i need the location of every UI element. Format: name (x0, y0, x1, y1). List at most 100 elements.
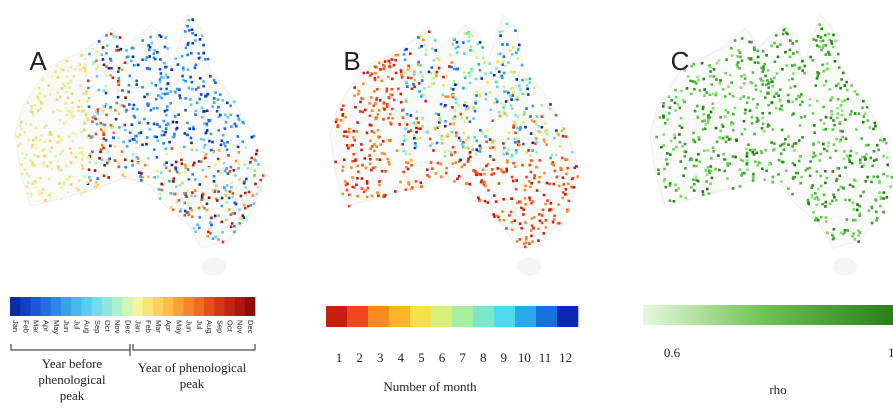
pixel (230, 225, 233, 228)
pixel (225, 218, 228, 221)
pixel (827, 51, 830, 54)
pixel (511, 107, 514, 110)
pixel (401, 109, 404, 112)
pixel (509, 95, 512, 98)
pixel (247, 167, 250, 170)
pixel (750, 57, 753, 60)
pixel (215, 185, 218, 188)
pixel (829, 156, 832, 159)
pixel (410, 188, 413, 191)
pixel (817, 219, 820, 222)
pixel (407, 130, 410, 133)
pixel (217, 170, 220, 173)
pixel (756, 120, 759, 123)
pixel (435, 49, 438, 52)
pixel (718, 169, 721, 172)
pixel (709, 66, 712, 69)
pixel (362, 97, 365, 100)
pixel (779, 99, 782, 102)
pixel (257, 163, 260, 166)
pixel (221, 139, 224, 142)
pixel (680, 160, 683, 163)
pixel (38, 87, 41, 90)
pixel (429, 138, 432, 141)
pixel (528, 164, 531, 167)
pixel (799, 182, 802, 185)
pixel (353, 130, 356, 133)
pixel (249, 161, 252, 164)
pixel (49, 161, 52, 164)
pixel (858, 112, 861, 115)
pixel (812, 38, 815, 41)
colorbar-c (643, 305, 893, 325)
pixel (515, 149, 518, 152)
pixel (755, 88, 758, 91)
pixel (175, 121, 178, 124)
pixel (852, 202, 855, 205)
pixel (789, 39, 792, 42)
pixel (428, 85, 431, 88)
pixel (98, 40, 101, 43)
pixel (462, 132, 465, 135)
pixel (856, 93, 859, 96)
pixel (401, 116, 404, 119)
pixel (162, 142, 165, 145)
pixel (366, 71, 369, 74)
pixel (160, 35, 163, 38)
pixel (388, 66, 391, 69)
pixel (60, 198, 63, 201)
pixel (26, 185, 29, 188)
pixel (166, 105, 169, 108)
pixel (796, 51, 799, 54)
pixel (167, 76, 170, 79)
pixel (54, 155, 57, 158)
pixel (420, 95, 423, 98)
pixel (353, 86, 356, 89)
pixel (851, 162, 854, 165)
pixel (34, 180, 37, 183)
pixel (509, 49, 512, 52)
pixel (702, 108, 705, 111)
pixel (96, 123, 99, 126)
pixel (833, 124, 836, 127)
pixel (839, 140, 842, 143)
pixel (201, 34, 204, 37)
pixel (522, 92, 525, 95)
pixel (46, 165, 49, 168)
pixel (161, 189, 164, 192)
pixel (449, 54, 452, 57)
pixel (562, 197, 565, 200)
pixel (551, 154, 554, 157)
pixel (867, 119, 870, 122)
pixel (129, 140, 132, 143)
pixel (19, 134, 22, 137)
pixel (521, 164, 524, 167)
pixel (165, 114, 168, 117)
pixel (523, 113, 526, 116)
pixel (102, 133, 105, 136)
pixel (743, 172, 746, 175)
pixel (420, 45, 423, 48)
pixel (504, 64, 507, 67)
pixel (164, 110, 167, 113)
pixel (118, 67, 121, 70)
pixel (145, 56, 148, 59)
pixel (184, 30, 187, 33)
pixel (549, 103, 552, 106)
pixel (823, 84, 826, 87)
pixel (356, 195, 359, 198)
pixel (532, 142, 535, 145)
pixel (501, 210, 504, 213)
pixel (481, 77, 484, 80)
pixel (779, 108, 782, 111)
pixel (801, 136, 804, 139)
pixel (117, 80, 120, 83)
pixel (56, 76, 59, 79)
pixel (463, 52, 466, 55)
panel-label: C (671, 46, 690, 76)
pixel (431, 167, 434, 170)
pixel (190, 194, 193, 197)
pixel (343, 159, 346, 162)
pixel (662, 102, 665, 105)
pixel (387, 76, 390, 79)
